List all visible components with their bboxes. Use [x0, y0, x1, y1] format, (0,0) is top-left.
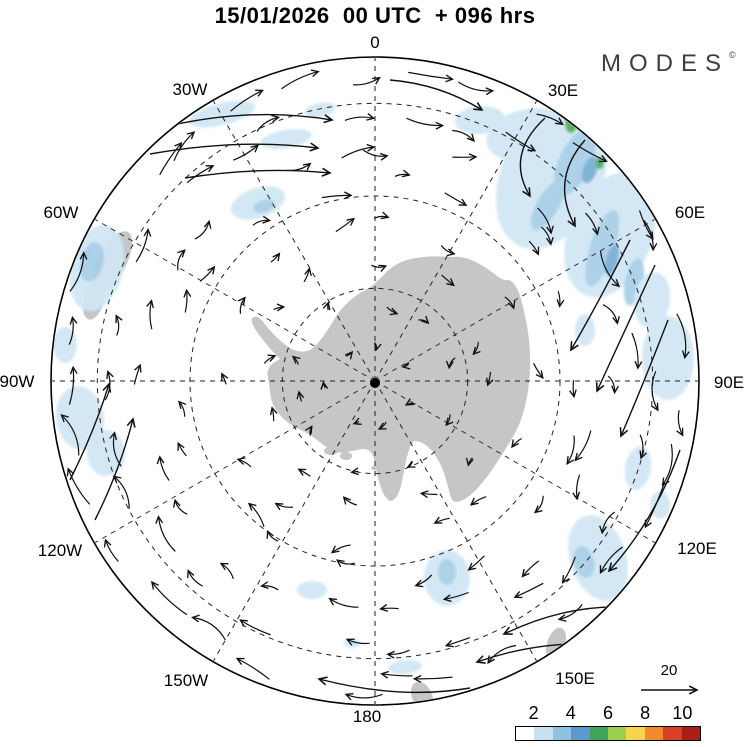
- longitude-label-90w: 90W: [0, 372, 35, 391]
- modes-logo: MODES©: [601, 50, 736, 78]
- longitude-label-30e: 30E: [547, 81, 579, 100]
- longitude-label-90e: 90E: [713, 373, 745, 392]
- colorbar-segment-9: [663, 727, 682, 740]
- colorbar: 2 4 6 8 10: [515, 703, 701, 741]
- copyright-mark: ©: [729, 50, 736, 60]
- colorbar-segment-7: [626, 727, 645, 740]
- colorbar-ticks: 2 4 6 8 10: [515, 703, 701, 726]
- modes-logo-text: MODES: [601, 50, 730, 77]
- longitude-label-60w: 60W: [43, 203, 79, 222]
- longitude-label-120e: 120E: [677, 539, 717, 558]
- colorbar-tick-6: 6: [602, 703, 614, 723]
- colorbar-segment-5: [589, 727, 609, 740]
- colorbar-segment-3: [552, 727, 572, 740]
- colorbar-scale: [515, 726, 701, 741]
- longitude-label-180: 180: [352, 707, 382, 726]
- chart-title: 15/01/2026 00 UTC + 096 hrs: [214, 3, 536, 28]
- scale-arrow-label: 20: [660, 662, 678, 679]
- colorbar-segment-10: [681, 727, 701, 740]
- colorbar-segment-8: [644, 727, 664, 740]
- colorbar-segment-1: [516, 727, 535, 740]
- colorbar-segment-2: [534, 727, 553, 740]
- colorbar-tick-4: 4: [565, 703, 576, 723]
- longitude-label-150w: 150W: [163, 671, 209, 690]
- longitude-label-0: 0: [370, 33, 380, 52]
- colorbar-tick-10: 10: [672, 703, 693, 723]
- longitude-label-120w: 120W: [37, 541, 83, 560]
- colorbar-segment-6: [608, 727, 627, 740]
- longitude-label-30w: 30W: [172, 80, 208, 99]
- colorbar-tick-8: 8: [640, 703, 651, 723]
- longitude-label-60e: 60E: [674, 203, 706, 222]
- colorbar-tick-2: 2: [528, 703, 539, 723]
- longitude-label-150e: 150E: [555, 669, 595, 688]
- colorbar-segment-4: [571, 727, 590, 740]
